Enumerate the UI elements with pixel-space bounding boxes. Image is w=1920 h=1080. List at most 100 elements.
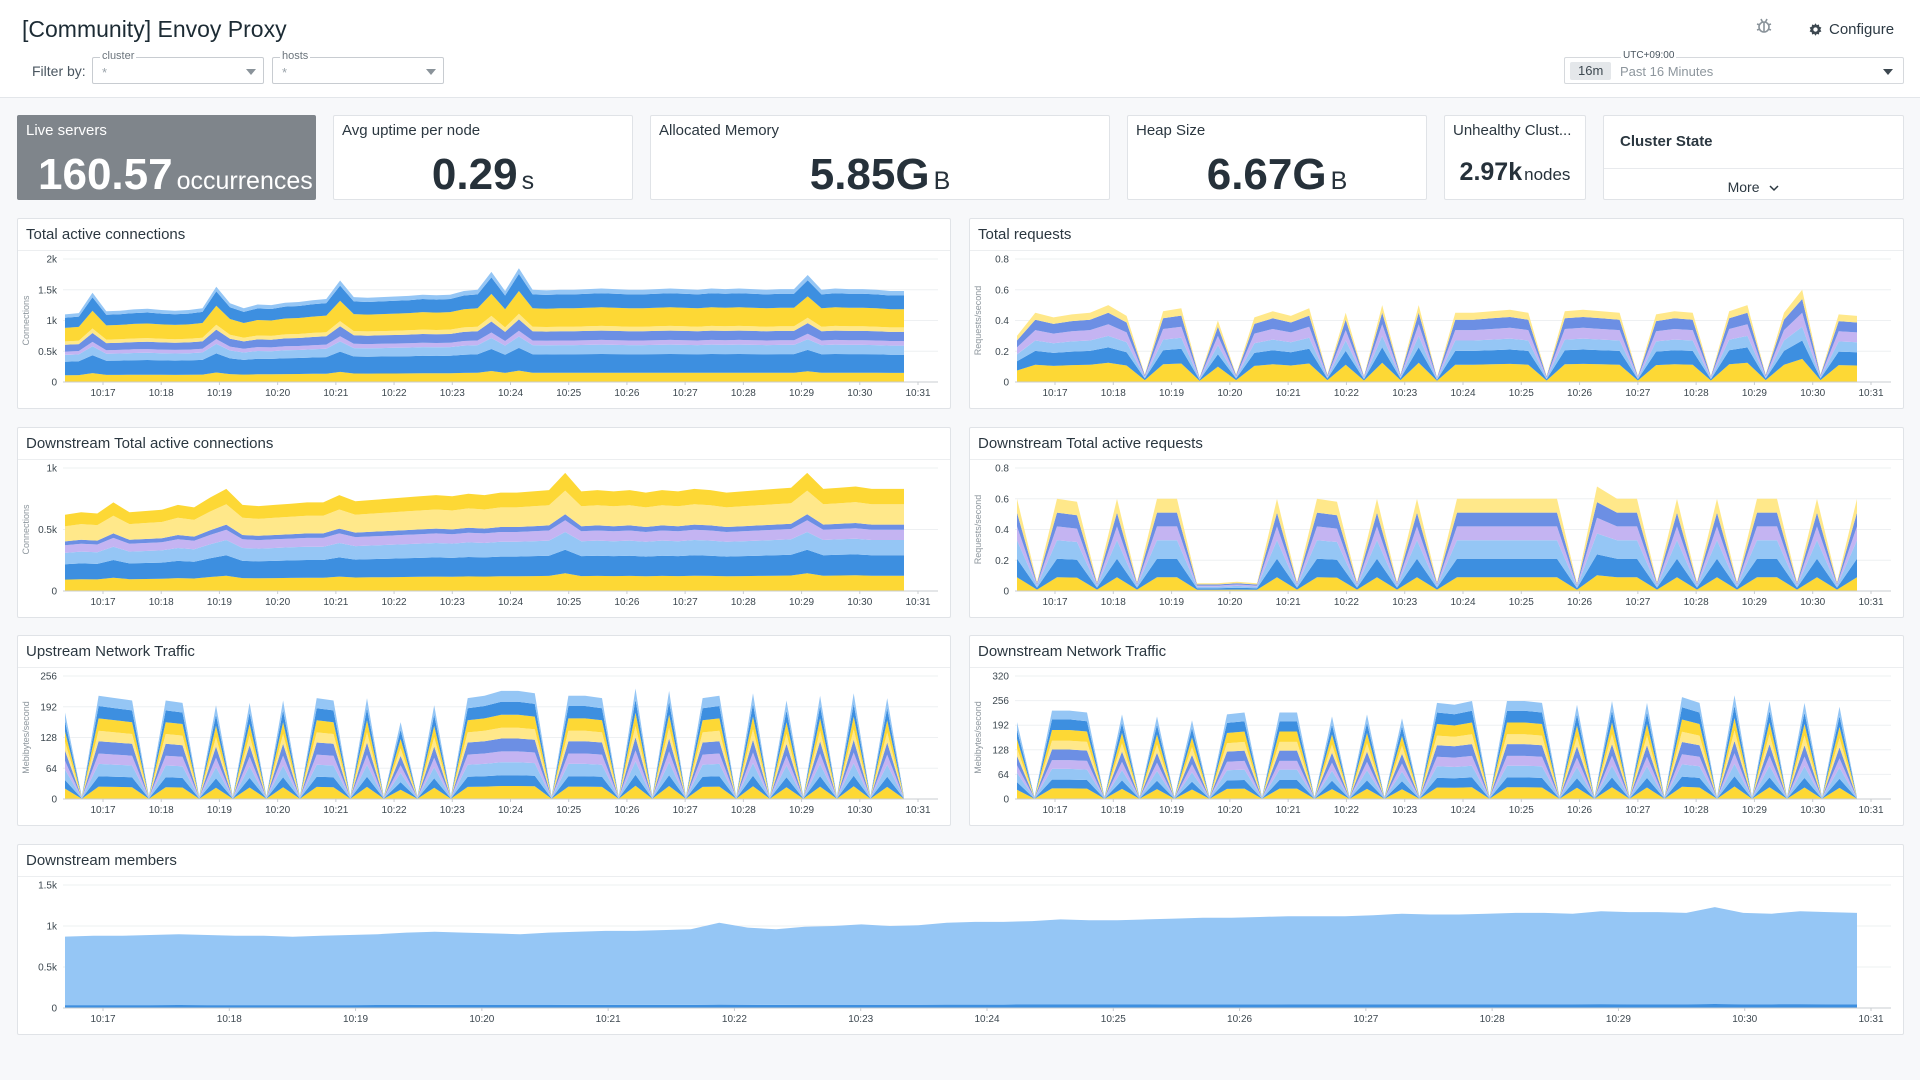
series-area — [65, 699, 904, 798]
heap-size-widget[interactable]: Heap Size 6.67G B — [1127, 115, 1427, 200]
hosts-filter[interactable]: hosts * — [272, 50, 444, 84]
timeseries-chart[interactable]: 0 0.5k 1k 1.5k 10:17 10:18 10:19 10:20 10:21 10:2… — [18, 877, 1905, 1035]
configure-button[interactable]: Configure — [1808, 18, 1894, 40]
timeseries-chart[interactable]: 0 0.5k 1k Connections 10:17 10:18 10:19 10:20 10… — [18, 460, 952, 618]
x-tick-label: 10:17 — [1042, 388, 1067, 399]
chevron-down-icon — [426, 69, 436, 75]
series-area — [1017, 718, 1857, 798]
y-tick-label: 0.2 — [995, 556, 1009, 567]
unhealthy-clusters-widget[interactable]: Unhealthy Clust... 2.97k nodes — [1444, 115, 1586, 200]
series-area — [65, 750, 904, 799]
y-tick-label: 256 — [40, 672, 57, 683]
x-tick-label: 10:28 — [1684, 805, 1709, 816]
x-tick-label: 10:20 — [1217, 388, 1242, 399]
widget-title: Allocated Memory — [659, 122, 780, 139]
x-tick-label: 10:22 — [382, 805, 407, 816]
chart-title: Upstream Network Traffic — [26, 643, 195, 660]
series-area — [65, 291, 904, 342]
y-tick-label: 320 — [992, 672, 1009, 683]
live-servers-widget[interactable]: Live servers 160.57 occurrences — [17, 115, 316, 200]
widget-title: Unhealthy Clust... — [1453, 122, 1572, 139]
timeseries-chart[interactable]: 0 64 128 192 256 320 Mebibytes/second 10:17 10:1… — [970, 668, 1905, 826]
x-tick-label: 10:27 — [673, 805, 698, 816]
total-requests-widget[interactable]: Total requests 0 0.2 0.4 0.6 0.8 Requests/sec… — [969, 218, 1904, 409]
x-tick-label: 10:19 — [1159, 597, 1184, 608]
timezone-label: UTC+09:00 — [1621, 50, 1677, 61]
allocated-memory-widget[interactable]: Allocated Memory 5.85G B — [650, 115, 1110, 200]
hosts-filter-value: * — [282, 65, 288, 80]
bug-icon[interactable] — [1752, 14, 1776, 38]
x-tick-label: 10:26 — [614, 805, 639, 816]
x-tick-label: 10:22 — [382, 597, 407, 608]
series-area — [65, 330, 904, 355]
divider — [18, 876, 1903, 877]
divider — [970, 459, 1903, 460]
y-axis-label: Requests/second — [973, 286, 983, 356]
x-tick-label: 10:25 — [1509, 805, 1534, 816]
x-tick-label: 10:31 — [905, 388, 930, 399]
x-tick-label: 10:26 — [614, 388, 639, 399]
downstream-active-requests-widget[interactable]: Downstream Total active requests 0 0.2 0.4… — [969, 427, 1904, 618]
chart-title: Downstream members — [26, 852, 177, 869]
x-tick-label: 10:24 — [498, 388, 523, 399]
divider — [18, 459, 950, 460]
x-tick-label: 10:20 — [265, 388, 290, 399]
downstream-members-widget[interactable]: Downstream members 0 0.5k 1k 1.5k 10:17 10:18… — [17, 844, 1904, 1035]
y-axis-label: Mebibytes/second — [21, 701, 31, 774]
more-button[interactable]: More — [1604, 179, 1903, 195]
timeseries-chart[interactable]: 0 0.2 0.4 0.6 0.8 Requests/second 10:17 10:18 10… — [970, 251, 1905, 409]
x-tick-label: 10:22 — [722, 1014, 747, 1025]
downstream-active-connections-widget[interactable]: Downstream Total active connections 0 0.5… — [17, 427, 951, 618]
timeseries-chart[interactable]: 0 64 128 192 256 Mebibytes/second 10:17 10:18 10… — [18, 668, 952, 826]
x-tick-label: 10:24 — [1450, 388, 1475, 399]
series-area — [65, 712, 904, 798]
series-area — [1017, 776, 1857, 799]
time-range-picker[interactable]: UTC+09:00 16m Past 16 Minutes — [1564, 50, 1904, 84]
series-area — [1017, 740, 1857, 799]
x-tick-label: 10:17 — [90, 388, 115, 399]
series-area — [65, 313, 904, 345]
x-tick-label: 10:21 — [323, 597, 348, 608]
series-area — [65, 319, 904, 352]
x-tick-label: 10:30 — [847, 388, 872, 399]
y-axis-label: Connections — [21, 504, 31, 555]
divider — [970, 250, 1903, 251]
x-tick-label: 10:20 — [265, 805, 290, 816]
x-tick-label: 10:29 — [789, 388, 814, 399]
x-tick-label: 10:23 — [440, 597, 465, 608]
upstream-network-traffic-widget[interactable]: Upstream Network Traffic 0 64 128 192 256 Meb… — [17, 635, 951, 826]
timeseries-chart[interactable]: 0 0.2 0.4 0.6 0.8 Requests/second 10:17 10:18 10… — [970, 460, 1905, 618]
y-tick-label: 0.6 — [995, 494, 1009, 505]
x-tick-label: 10:25 — [556, 597, 581, 608]
widget-value: 0.29 — [431, 150, 518, 199]
x-tick-label: 10:22 — [1334, 805, 1359, 816]
x-tick-label: 10:27 — [673, 597, 698, 608]
avg-uptime-widget[interactable]: Avg uptime per node 0.29 s — [333, 115, 633, 200]
y-tick-label: 0 — [1003, 795, 1009, 806]
x-tick-label: 10:19 — [1159, 388, 1184, 399]
y-tick-label: 192 — [40, 702, 57, 713]
x-tick-label: 10:21 — [1276, 805, 1301, 816]
series-area — [1017, 753, 1857, 799]
downstream-network-traffic-widget[interactable]: Downstream Network Traffic 0 64 128 192 256 3… — [969, 635, 1904, 826]
series-area — [1017, 340, 1857, 381]
x-tick-label: 10:20 — [1217, 597, 1242, 608]
x-tick-label: 10:29 — [789, 597, 814, 608]
x-tick-label: 10:26 — [1567, 805, 1592, 816]
x-tick-label: 10:17 — [90, 1014, 115, 1025]
timeseries-chart[interactable]: 0 0.5k 1k 1.5k 2k Connections 10:17 10:18 10:19 1… — [18, 251, 952, 409]
x-tick-label: 10:27 — [1625, 805, 1650, 816]
cluster-filter[interactable]: cluster * — [92, 50, 264, 84]
total-active-connections-widget[interactable]: Total active connections 0 0.5k 1k 1.5k 2k Co… — [17, 218, 951, 409]
series-area — [1017, 358, 1857, 382]
divider — [1604, 168, 1903, 169]
x-tick-label: 10:31 — [905, 597, 930, 608]
series-area — [1017, 326, 1857, 380]
x-tick-label: 10:23 — [440, 388, 465, 399]
series-area — [65, 268, 904, 318]
y-tick-label: 0 — [51, 1004, 57, 1015]
x-tick-label: 10:21 — [596, 1014, 621, 1025]
x-tick-label: 10:18 — [217, 1014, 242, 1025]
x-tick-label: 10:29 — [1742, 388, 1767, 399]
y-tick-label: 128 — [40, 733, 57, 744]
